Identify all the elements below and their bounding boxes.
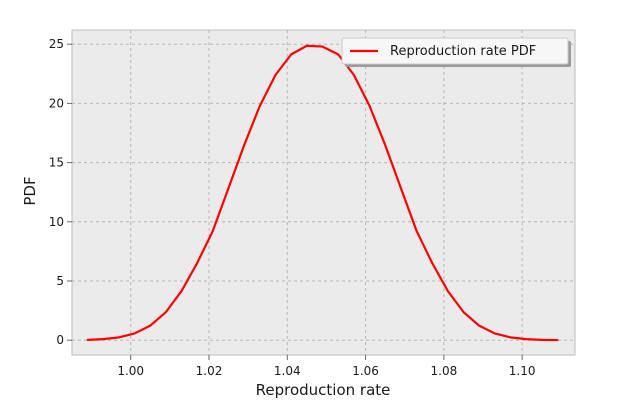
axes: 1.00 1.02 1.04 1.06 1.08 1.10 0 5 10 15 20 25 <box>49 37 536 378</box>
y-tick-label: 20 <box>49 96 64 110</box>
x-tick-label: 1.00 <box>117 364 144 378</box>
y-tick-label: 5 <box>56 274 64 288</box>
x-tick-label: 1.06 <box>352 364 379 378</box>
x-tick-label: 1.04 <box>274 364 301 378</box>
legend: Reproduction rate PDF <box>341 37 571 67</box>
series-layer <box>86 44 559 342</box>
legend-box <box>341 37 569 65</box>
x-tick-label: 1.08 <box>431 364 458 378</box>
legend-label: Reproduction rate PDF <box>390 44 536 59</box>
gridlines <box>72 30 575 355</box>
plot-area <box>71 29 576 356</box>
x-axis-label: Reproduction rate <box>256 381 391 399</box>
y-tick-label: 10 <box>49 215 64 229</box>
x-tick-label: 1.02 <box>196 364 223 378</box>
pdf-series-line <box>86 44 559 342</box>
y-tick-label: 0 <box>56 333 64 347</box>
y-axis-label: PDF <box>21 176 39 205</box>
y-tick-label: 25 <box>49 37 64 51</box>
y-tick-label: 15 <box>49 156 64 170</box>
x-tick-label: 1.10 <box>509 364 536 378</box>
